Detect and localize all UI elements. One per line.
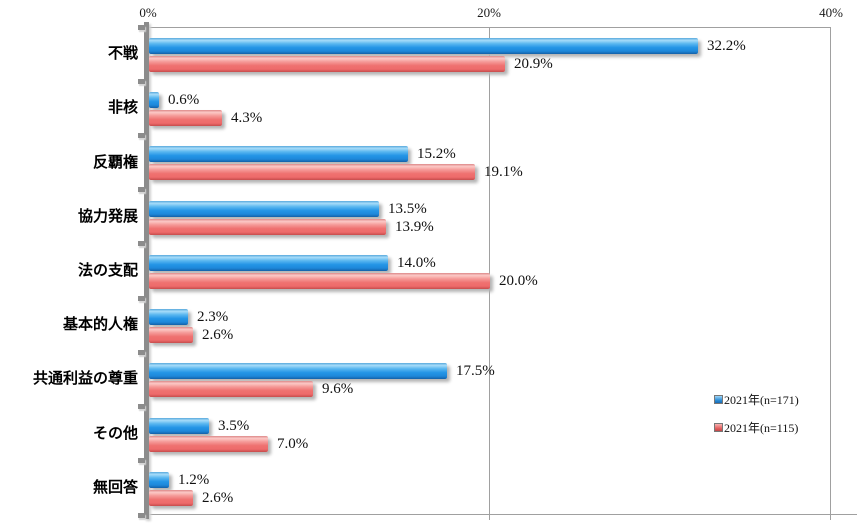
value-label-series1-基本的人権: 2.3% [197,309,229,325]
value-label-series2-共通利益の尊重: 9.6% [322,381,354,397]
legend-swatch-red-icon [714,422,723,432]
category-label-3: 協力発展 [77,207,138,225]
value-label-series1-その他: 3.5% [218,418,250,434]
value-label-series2-その他: 7.0% [277,436,309,452]
value-label-series2-無回答: 2.6% [202,490,234,506]
bar-series2-基本的人権 [149,327,193,343]
category-label-1: 非核 [107,99,138,117]
bar-series2-その他 [149,436,268,452]
category-label-6: 共通利益の尊重 [32,370,138,388]
value-label-series1-不戦: 32.2% [707,38,746,54]
category-axis-tick-6 [138,350,145,355]
x-axis-tick-20: 20% [477,5,501,20]
category-label-2: 反覇権 [92,153,138,171]
bar-series1-不戦 [149,38,698,54]
legend-label-2021-n115: 2021年(n=115) [724,420,799,435]
x-axis-tick-0: 0% [139,5,157,20]
category-label-4: 法の支配 [77,262,138,279]
category-axis-tick-8 [138,458,145,463]
category-axis-tick-7 [138,404,145,409]
legend-item-2021-n115: 2021年(n=115) [714,420,799,435]
bar-series1-無回答 [149,472,169,488]
bar-series1-協力発展 [149,201,379,217]
value-label-series2-非核: 4.3% [231,110,263,126]
category-axis-tick-9 [138,513,145,518]
value-label-series1-協力発展: 13.5% [388,201,427,217]
value-label-series2-反覇権: 19.1% [484,164,523,180]
legend-item-2021-n171: 2021年(n=171) [714,392,799,407]
value-label-series2-基本的人権: 2.6% [202,327,234,343]
category-label-7: その他 [92,424,138,442]
bar-series1-その他 [149,418,209,434]
bar-series1-反覇権 [149,146,408,162]
category-axis-tick-3 [138,187,145,192]
bar-series2-非核 [149,110,222,126]
category-axis-tick-5 [138,296,145,301]
bar-series2-不戦 [149,56,505,72]
category-label-0: 不戦 [107,45,138,63]
value-label-series1-共通利益の尊重: 17.5% [456,363,495,379]
category-label-8: 無回答 [92,478,138,496]
value-label-series2-協力発展: 13.9% [395,219,434,235]
bar-series2-協力発展 [149,219,386,235]
value-label-series2-法の支配: 20.0% [499,273,538,289]
category-axis-tick-4 [138,241,145,246]
legend-label-2021-n171: 2021年(n=171) [724,392,799,407]
value-label-series1-無回答: 1.2% [178,472,210,488]
legend: 2021年(n=171) 2021年(n=115) [714,392,799,448]
category-axis-tick-0 [138,25,145,30]
gridline-40pct-right-border [830,27,831,520]
bar-series2-無回答 [149,490,193,506]
value-label-series1-法の支配: 14.0% [397,255,436,271]
plot-bottom-border [144,514,857,515]
legend-swatch-blue-icon [714,394,723,404]
value-label-series2-不戦: 20.9% [514,56,553,72]
bar-series2-共通利益の尊重 [149,381,313,397]
bar-series1-法の支配 [149,255,388,271]
bar-series2-反覇権 [149,164,475,180]
x-axis-tick-40: 40% [819,5,843,20]
value-label-series1-非核: 0.6% [168,92,200,108]
category-axis-line [144,22,149,519]
category-label-5: 基本的人権 [62,316,138,334]
bar-series1-基本的人権 [149,309,188,325]
bar-series1-非核 [149,92,159,108]
category-axis-tick-2 [138,133,145,138]
value-label-series1-反覇権: 15.2% [417,146,456,162]
plot-top-border [144,27,831,28]
bar-series1-共通利益の尊重 [149,363,447,379]
category-axis-tick-1 [138,79,145,84]
bar-series2-法の支配 [149,273,490,289]
